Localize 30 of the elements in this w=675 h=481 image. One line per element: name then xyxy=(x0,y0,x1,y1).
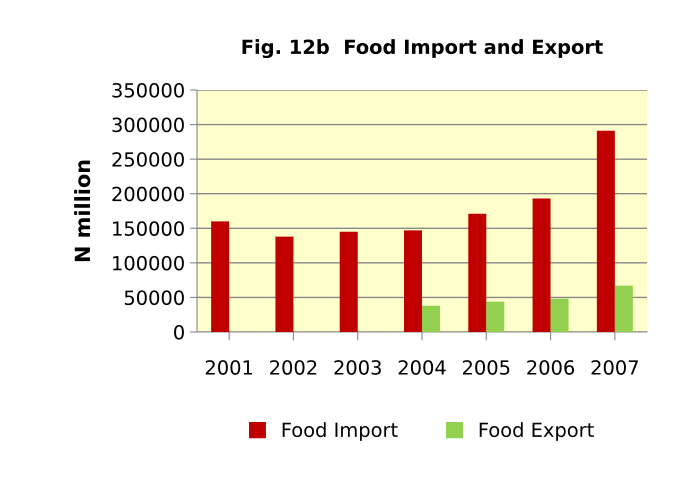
y-tick-label: 250000 xyxy=(112,152,184,167)
bar xyxy=(614,286,633,332)
bar xyxy=(596,130,615,332)
bar xyxy=(422,306,440,332)
legend-label: Food Import xyxy=(282,422,398,441)
bar xyxy=(532,198,551,332)
y-tick-label: 0 xyxy=(174,324,184,340)
y-tick-label: 100000 xyxy=(113,256,184,271)
x-tick-label: 2006 xyxy=(527,360,574,375)
x-tick-label: 2004 xyxy=(398,360,446,375)
x-tick-label: 2001 xyxy=(206,360,252,375)
bar xyxy=(275,236,294,332)
bar xyxy=(468,214,486,332)
bar xyxy=(404,230,422,332)
y-tick-label: 300000 xyxy=(112,118,184,132)
bar xyxy=(486,302,504,332)
x-tick-label: 2002 xyxy=(270,360,316,375)
bar xyxy=(340,232,358,332)
y-tick-label: 350000 xyxy=(112,82,184,98)
bar xyxy=(550,298,569,332)
y-tick-label: 150000 xyxy=(113,221,184,236)
bar xyxy=(211,221,230,332)
chart-title: Fig. 12b Food Import and Export xyxy=(242,39,603,58)
x-tick-label: 2005 xyxy=(462,360,510,375)
legend-label: Food Export xyxy=(480,422,594,441)
x-tick-label: 2007 xyxy=(592,360,638,375)
y-tick-label: 200000 xyxy=(112,186,184,202)
x-tick-label: 2003 xyxy=(334,360,381,375)
y-axis-title: N million xyxy=(74,160,90,262)
y-tick-label: 50000 xyxy=(124,290,184,306)
